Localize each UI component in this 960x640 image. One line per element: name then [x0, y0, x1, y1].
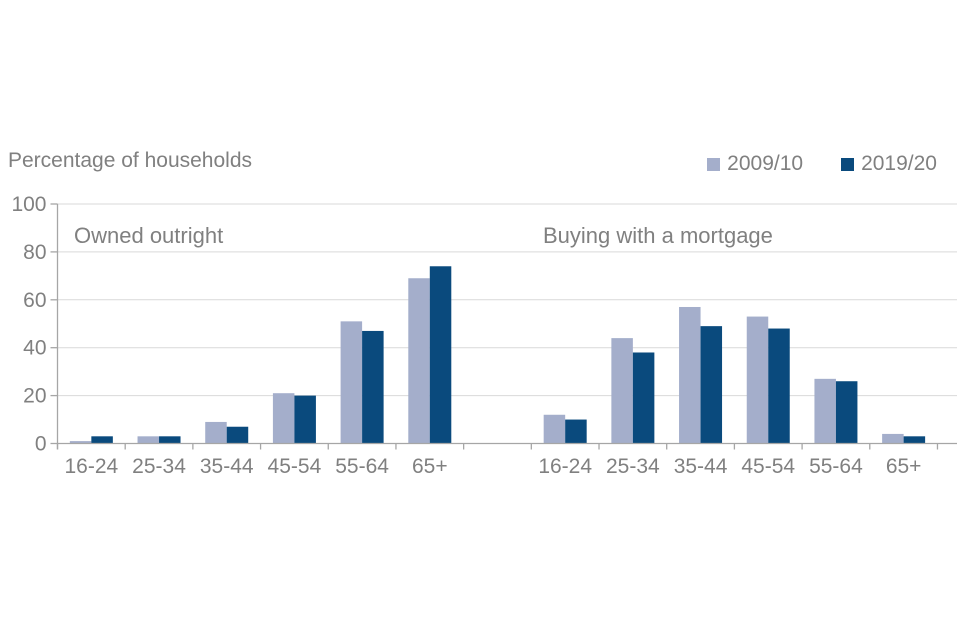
- x-category-label-65+: 65+: [412, 455, 448, 478]
- x-category-label-25-34: 25-34: [132, 455, 186, 478]
- axes: [50, 203, 957, 450]
- x-category-label-55-64: 55-64: [335, 455, 389, 478]
- bar-2019-20-25-34: [632, 352, 655, 444]
- legend-swatch-2019-20: [841, 157, 855, 171]
- y-tick-label-20: 20: [23, 385, 46, 408]
- bar-2009-10-25-34: [137, 436, 160, 444]
- legend-item-2009-10: 2009/10: [707, 152, 803, 176]
- bar-2009-10-35-44: [205, 421, 227, 444]
- y-tick-label-60: 60: [23, 289, 46, 312]
- bar-2019-20-65+: [429, 266, 452, 444]
- bar-2019-20-65+: [903, 436, 926, 444]
- legend-swatch-2009-10: [707, 157, 721, 171]
- x-category-label-25-34: 25-34: [606, 455, 660, 478]
- x-category-label-45-54: 45-54: [268, 455, 322, 478]
- y-tick-label-80: 80: [23, 241, 46, 264]
- y-tick-label-100: 100: [11, 193, 46, 216]
- y-tick-label-0: 0: [35, 433, 47, 456]
- x-category-label-45-54: 45-54: [741, 455, 795, 478]
- y-tick-label-40: 40: [23, 337, 46, 360]
- bar-2019-20-35-44: [700, 326, 723, 444]
- bar-2019-20-16-24: [91, 436, 113, 444]
- bar-2009-10-65+: [408, 278, 430, 444]
- bar-2009-10-45-54: [272, 393, 295, 444]
- bar-2019-20-45-54: [768, 328, 790, 444]
- panel-title-owned-outright: Owned outright: [74, 223, 223, 248]
- x-category-label-16-24: 16-24: [64, 455, 118, 478]
- x-category-label-65+: 65+: [886, 455, 922, 478]
- x-category-label-35-44: 35-44: [674, 455, 728, 478]
- bar-2019-20-35-44: [226, 426, 249, 444]
- bar-2019-20-16-24: [565, 419, 587, 444]
- legend-label-2009-10: 2009/10: [727, 152, 804, 175]
- bar-2009-10-55-64: [814, 378, 836, 444]
- bar-2019-20-55-64: [835, 381, 858, 444]
- bar-2009-10-16-24: [543, 414, 566, 444]
- bar-2019-20-25-34: [159, 436, 181, 444]
- x-category-label-16-24: 16-24: [538, 455, 592, 478]
- chart-title: Percentage of households: [8, 149, 253, 172]
- legend-item-2019-20: 2019/20: [841, 152, 937, 176]
- x-category-label-35-44: 35-44: [200, 455, 254, 478]
- bar-2009-10-16-24: [69, 441, 92, 444]
- bar-2009-10-35-44: [679, 306, 701, 444]
- bar-2009-10-45-54: [746, 316, 769, 444]
- bar-2009-10-25-34: [611, 338, 633, 444]
- bar-2019-20-45-54: [294, 395, 316, 444]
- axis-labels: 0 20 40 60 80 100 16-24 25-34 35-44 45-54 55-64 65+…: [11, 193, 921, 478]
- x-category-label-55-64: 55-64: [809, 455, 863, 478]
- legend-label-2019-20: 2019/20: [861, 152, 937, 175]
- gridlines: [57, 203, 957, 397]
- bar-2019-20-55-64: [362, 330, 384, 444]
- bar-2009-10-65+: [882, 433, 904, 444]
- legend: 2009/10 2019/20: [707, 152, 937, 176]
- bar-2009-10-55-64: [340, 321, 363, 444]
- bars: [69, 266, 926, 444]
- panel-title-buying-with-mortgage: Buying with a mortgage: [543, 223, 773, 248]
